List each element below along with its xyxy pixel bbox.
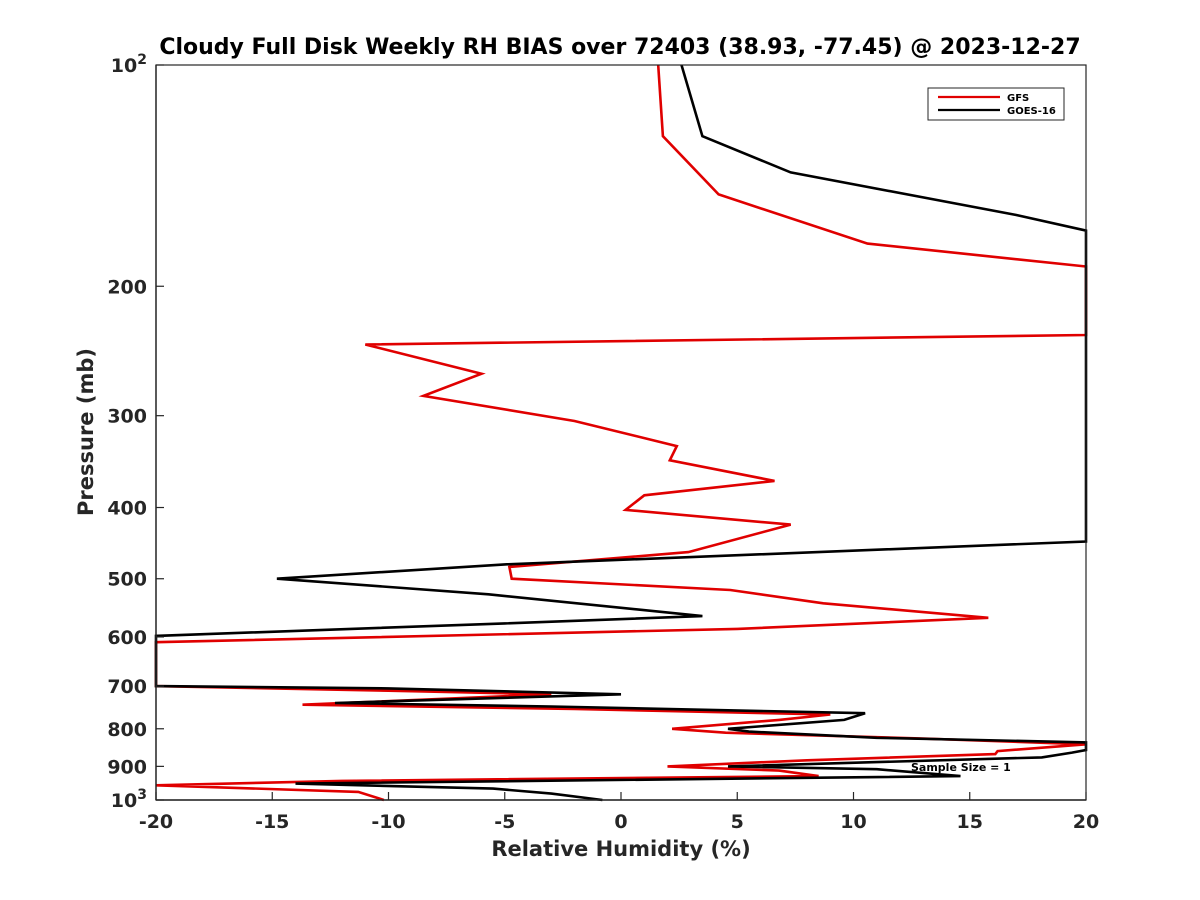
x-axis-label: Relative Humidity (%) <box>491 837 750 861</box>
chart-title: Cloudy Full Disk Weekly RH BIAS over 724… <box>159 35 1080 60</box>
x-ticks: -20 -15 -10 -5 0 5 10 15 20 <box>139 792 1099 833</box>
x-tick-label: -10 <box>371 811 405 833</box>
y-axis-label: Pressure (mb) <box>74 348 98 516</box>
y-tick-label: 102 <box>111 52 147 77</box>
legend: GFS GOES-16 <box>927 87 1065 121</box>
legend-box <box>927 87 1065 121</box>
legend-label-goes16: GOES-16 <box>1007 106 1056 117</box>
y-tick-label: 600 <box>107 627 147 649</box>
series-line-gfs <box>154 64 1088 802</box>
y-tick-label: 500 <box>107 569 147 591</box>
sample-size-annotation: Sample Size = 1 <box>911 761 1011 774</box>
x-tick-label: -15 <box>255 811 289 833</box>
legend-label-gfs: GFS <box>1007 93 1029 104</box>
y-tick-label: 200 <box>107 276 147 298</box>
y-tick-label: 800 <box>107 719 147 741</box>
x-tick-label: 20 <box>1073 811 1099 833</box>
x-tick-label: -5 <box>494 811 515 833</box>
y-tick-label: 700 <box>107 676 147 698</box>
y-tick-label: 400 <box>107 498 147 520</box>
x-tick-label: 15 <box>957 811 983 833</box>
y-ticks: 102 200 300 400 500 600 700 800 900 103 <box>107 52 164 812</box>
x-tick-label: -20 <box>139 811 173 833</box>
series-line-goes-16 <box>154 64 1088 802</box>
y-tick-label: 103 <box>111 787 147 812</box>
series-layer <box>154 64 1088 802</box>
x-tick-label: 0 <box>614 811 627 833</box>
x-tick-label: 10 <box>840 811 866 833</box>
y-tick-label: 300 <box>107 406 147 428</box>
y-tick-label: 900 <box>107 756 147 778</box>
x-tick-label: 5 <box>731 811 744 833</box>
